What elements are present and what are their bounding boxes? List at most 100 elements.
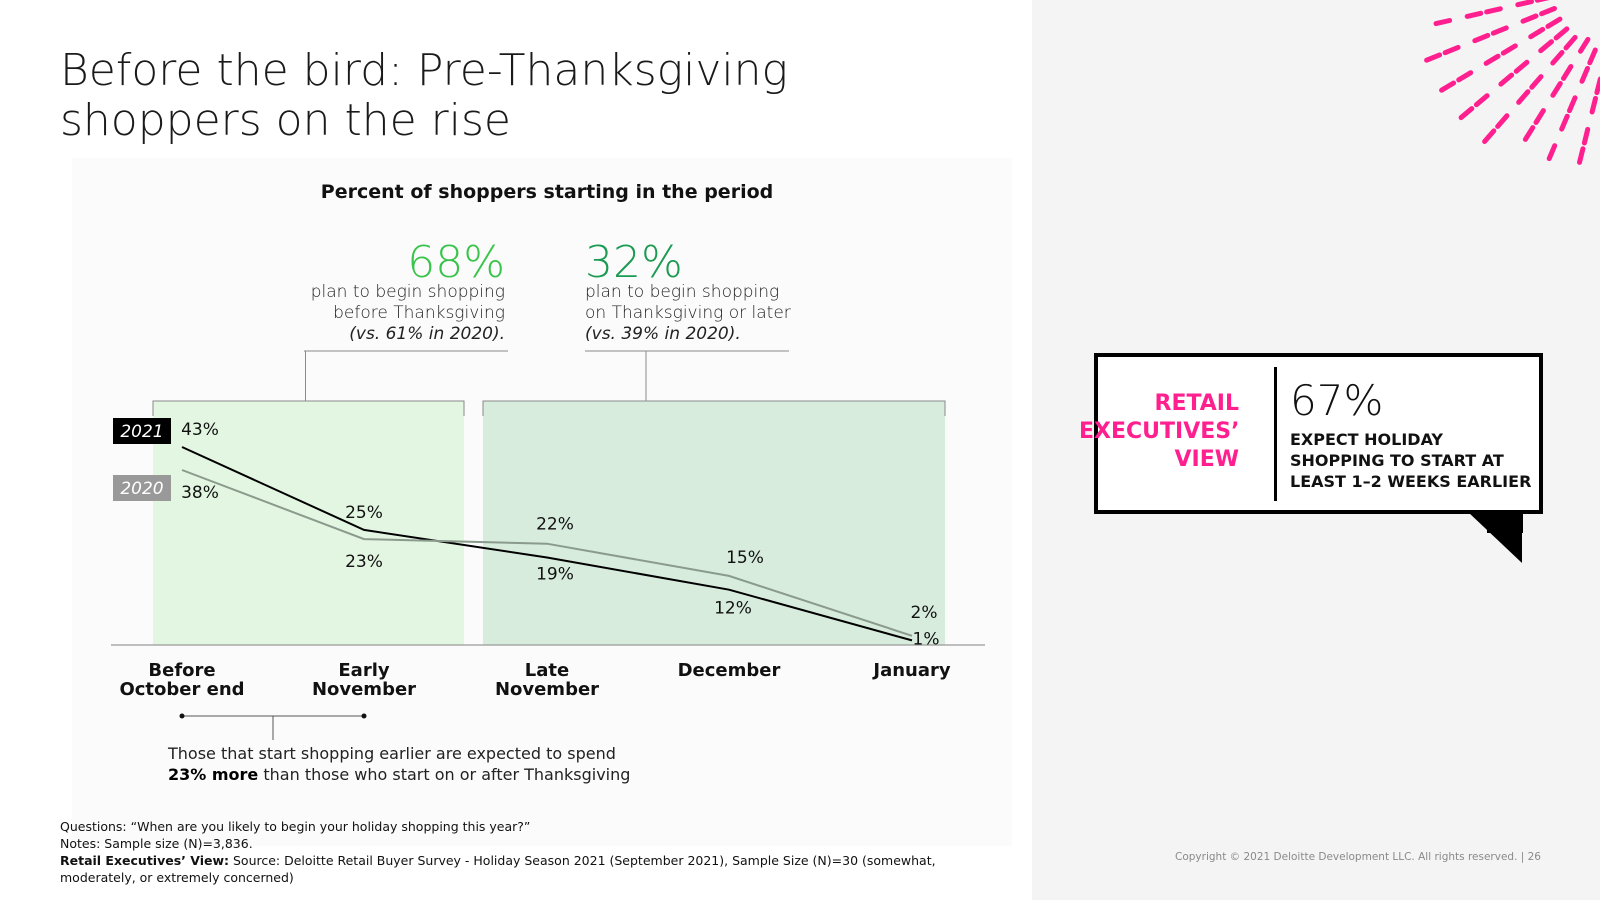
- callout-text: EXPECT HOLIDAY SHOPPING TO START AT LEAS…: [1290, 430, 1532, 491]
- burst-dash: [1578, 36, 1591, 54]
- burst-dash: [1577, 146, 1586, 165]
- region-text-line1-1: plan to begin shopping: [311, 282, 505, 302]
- burst-dash: [1456, 70, 1474, 83]
- callout-label: RETAIL EXECUTIVES’ VIEW: [1079, 391, 1240, 472]
- decorative-burst-graphic: [1424, 0, 1600, 165]
- burst-dash: [1587, 47, 1598, 66]
- burst-dash: [1439, 80, 1457, 93]
- data-label-2020-3: 22%: [536, 515, 574, 535]
- data-label-2021-5: 1%: [913, 629, 940, 649]
- page-title: Before the bird: Pre-Thanksgiving shoppe…: [60, 45, 788, 146]
- burst-dash: [1567, 95, 1578, 114]
- shaded-region-2: [483, 401, 945, 645]
- bottom-note-bold: 23% more: [168, 765, 259, 784]
- bottom-note-rest: than those who start on or after Thanksg…: [258, 765, 631, 784]
- burst-dash: [1498, 72, 1515, 87]
- burst-dash: [1490, 25, 1509, 36]
- region-value-1: 68%: [407, 237, 505, 288]
- burst-dash: [1472, 32, 1491, 44]
- burst-dash: [1533, 108, 1546, 125]
- shaded-region-1: [153, 401, 464, 645]
- series-line-2021: [181, 446, 913, 642]
- bottom-bracket-dot-left: [179, 713, 185, 719]
- footnote-retail: Retail Executives’ View: Source: Deloitt…: [60, 852, 1010, 886]
- callout-divider: [1274, 367, 1277, 501]
- burst-dash: [1495, 113, 1510, 129]
- burst-dash: [1559, 113, 1570, 132]
- burst-dash: [1442, 44, 1461, 56]
- data-label-2021-2: 25%: [345, 503, 383, 523]
- burst-dash: [1424, 52, 1443, 63]
- chart-title: Percent of shoppers starting in the peri…: [321, 181, 773, 203]
- data-label-2020-1: 38%: [181, 483, 219, 503]
- footnote-retail-text: Source: Deloitte Retail Buyer Survey - H…: [60, 853, 936, 885]
- burst-dash: [1473, 93, 1490, 108]
- footnotes: Questions: “When are you likely to begin…: [60, 818, 1010, 886]
- data-label-2021-4: 12%: [714, 599, 752, 619]
- data-label-2021-3: 19%: [536, 565, 574, 585]
- bottom-note-line1: Those that start shopping earlier are ex…: [168, 744, 616, 763]
- burst-dash: [1539, 6, 1557, 17]
- burst-dash: [1553, 26, 1570, 41]
- region-text-line2-2: on Thanksgiving or later: [585, 303, 791, 323]
- x-tick-label-3-line1: Late: [525, 660, 569, 681]
- legend-label-2020: 2020: [120, 479, 163, 499]
- footnote-retail-label: Retail Executives’ View:: [60, 853, 230, 868]
- burst-dash: [1520, 13, 1539, 24]
- burst-dash: [1579, 65, 1590, 84]
- bottom-bracket-dot-right: [361, 713, 367, 719]
- data-label-2020-2: 23%: [345, 552, 383, 572]
- footnote-notes: Notes: Sample size (N)=3,836.: [60, 836, 253, 851]
- burst-dash: [1500, 43, 1518, 56]
- burst-dash: [1528, 26, 1546, 40]
- burst-dash: [1589, 95, 1598, 115]
- x-tick-label-1-line1: Before: [148, 660, 215, 681]
- data-label-2021-1: 43%: [181, 420, 219, 440]
- burst-dash: [1464, 10, 1484, 19]
- burst-dash: [1484, 6, 1503, 15]
- x-tick-label-4: December: [678, 660, 781, 681]
- burst-dash: [1433, 18, 1453, 27]
- region-note-2: (vs. 39% in 2020).: [585, 324, 741, 344]
- x-tick-label-1-line2: October end: [119, 679, 244, 700]
- x-tick-label-3-line2: November: [495, 679, 599, 700]
- x-tick-label-2-line1: Early: [338, 660, 389, 681]
- burst-dash: [1563, 34, 1578, 51]
- copyright: Copyright © 2021 Deloitte Development LL…: [1175, 851, 1541, 863]
- burst-dash: [1515, 0, 1534, 8]
- legend-badge-2021: [113, 418, 171, 444]
- burst-dash: [1550, 50, 1565, 66]
- region-value-2: 32%: [585, 237, 683, 288]
- burst-dash: [1513, 59, 1530, 74]
- region-text-line1-2: plan to begin shopping: [585, 282, 779, 302]
- region-note-1: (vs. 61% in 2020).: [349, 324, 505, 344]
- bottom-note: Those that start shopping earlier are ex…: [168, 743, 638, 785]
- x-tick-label-5: January: [871, 660, 950, 681]
- burst-dash: [1546, 143, 1558, 162]
- burst-dash: [1483, 53, 1501, 66]
- legend-label-2021: 2021: [120, 422, 163, 442]
- data-label-2020-5: 2%: [911, 603, 938, 623]
- series-line-2020: [181, 469, 913, 637]
- footnote-questions: Questions: “When are you likely to begin…: [60, 819, 531, 834]
- burst-dash: [1458, 106, 1475, 121]
- burst-dash: [1529, 74, 1544, 90]
- retail-executives-callout: RETAIL EXECUTIVES’ VIEW 67% EXPECT HOLID…: [1079, 353, 1543, 514]
- data-label-2020-4: 15%: [726, 548, 764, 568]
- burst-dash: [1545, 16, 1563, 29]
- burst-dash: [1550, 81, 1563, 98]
- burst-dash: [1482, 128, 1497, 144]
- legend-badge-2020: [113, 475, 171, 501]
- burst-dash: [1561, 64, 1574, 81]
- region-bracket-2: [482, 400, 946, 416]
- burst-dash: [1516, 89, 1531, 105]
- region-text-line2-1: before Thanksgiving: [333, 303, 505, 323]
- burst-dash: [1538, 39, 1554, 54]
- callout-value: 67%: [1290, 376, 1384, 425]
- region-bracket-1: [152, 400, 465, 416]
- burst-dash: [1581, 126, 1591, 146]
- burst-dash: [1522, 125, 1536, 142]
- x-tick-label-2-line2: November: [312, 679, 416, 700]
- callout-tail-point: [1468, 512, 1522, 563]
- line-chart: Percent of shoppers starting in the peri…: [111, 181, 985, 740]
